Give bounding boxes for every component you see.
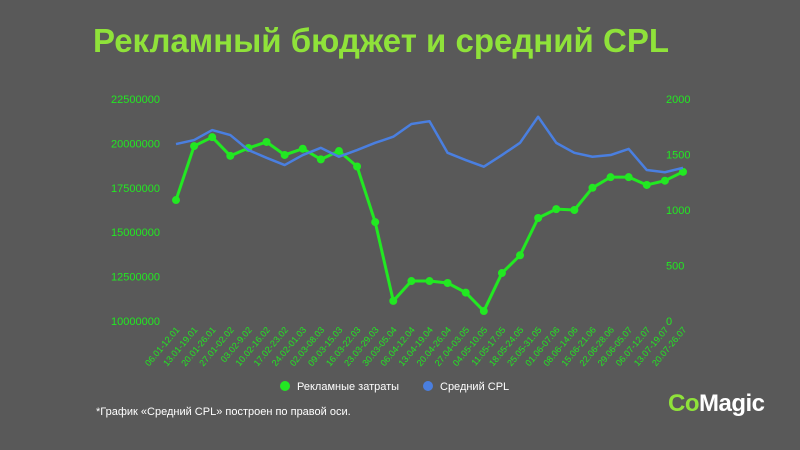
data-point (389, 296, 398, 305)
left-tick-label: 20000000 (111, 138, 160, 150)
legend-label: Средний CPL (440, 381, 509, 393)
data-point (461, 288, 470, 297)
right-tick-label: 2000 (666, 94, 690, 106)
legend-label: Рекламные затраты (297, 381, 399, 393)
right-tick-label: 1000 (666, 205, 690, 217)
data-point (334, 147, 343, 156)
data-point (316, 155, 325, 164)
data-point (371, 218, 380, 227)
data-point (208, 133, 217, 142)
data-point (552, 205, 561, 214)
data-point (262, 137, 271, 146)
data-point (425, 277, 434, 286)
data-point (407, 277, 416, 286)
data-point (353, 162, 362, 171)
data-point (298, 144, 307, 153)
legend-marker (423, 381, 433, 391)
data-point (479, 307, 488, 316)
left-tick-label: 22500000 (111, 94, 160, 106)
data-point (660, 176, 669, 185)
left-tick-label: 15000000 (111, 227, 160, 239)
right-tick-label: 500 (666, 261, 684, 273)
right-tick-label: 1500 (666, 150, 690, 162)
data-point (624, 173, 633, 182)
data-point (534, 213, 543, 222)
left-tick-label: 12500000 (111, 272, 160, 284)
right-tick-label: 0 (666, 316, 672, 328)
data-point (588, 183, 597, 192)
left-tick-label: 10000000 (111, 316, 160, 328)
left-tick-label: 17500000 (111, 183, 160, 195)
data-point (172, 196, 180, 205)
data-point (226, 151, 235, 160)
data-point (443, 278, 452, 287)
legend-marker (280, 381, 290, 391)
data-point (497, 269, 506, 278)
data-point (570, 206, 579, 214)
comagic-logo: CoMagic (668, 390, 765, 417)
data-point (280, 150, 289, 159)
data-point (190, 142, 199, 151)
logo-magic: Magic (699, 390, 765, 417)
footnote: *График «Средний CPL» построен по правой… (96, 406, 351, 418)
chart-title: Рекламный бюджет и средний CPL (93, 22, 669, 59)
series-line-cpl (175, 115, 684, 174)
data-point (679, 167, 687, 176)
data-point (642, 180, 651, 189)
data-point (516, 251, 525, 260)
data-point (606, 173, 615, 182)
